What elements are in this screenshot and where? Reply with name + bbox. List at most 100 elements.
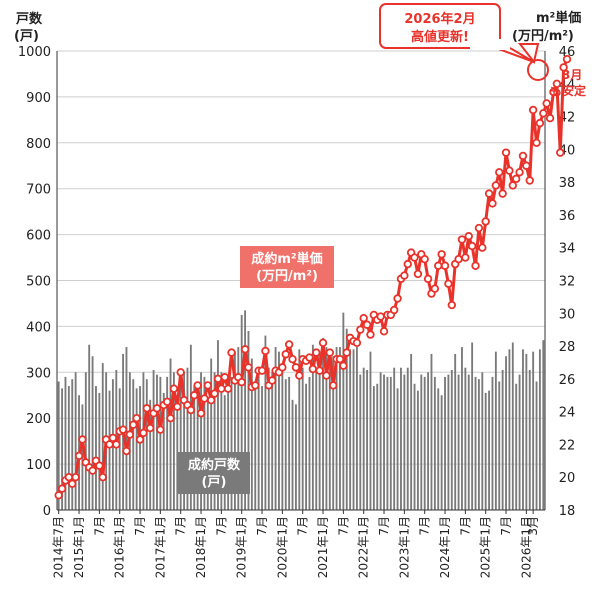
bar-series-label-line1: 成約戸数 (188, 457, 241, 473)
price-point (203, 381, 213, 390)
volume-bars (57, 310, 545, 511)
price-point (257, 366, 267, 375)
volume-bar (288, 376, 291, 510)
price-point (173, 402, 182, 411)
price-point (430, 284, 440, 293)
price-point (491, 181, 501, 190)
volume-bar (515, 383, 518, 510)
volume-bar (372, 386, 375, 510)
x-tick-label: 7月 (336, 516, 350, 536)
volume-bar (200, 372, 202, 510)
price-point (112, 440, 121, 449)
volume-bar (247, 330, 250, 510)
volume-bar (132, 379, 135, 510)
volume-bar (481, 372, 484, 510)
volume-bar (135, 388, 138, 510)
price-point (508, 181, 518, 190)
volume-bar (281, 363, 284, 510)
price-point (196, 409, 206, 418)
price-point (169, 384, 179, 393)
bar-series-label-line2: (戸) (202, 475, 227, 490)
price-point (552, 79, 562, 88)
price-point (518, 151, 528, 161)
volume-bar (366, 370, 369, 510)
price-point (88, 466, 97, 475)
volume-bar (139, 386, 141, 510)
price-point (267, 376, 277, 385)
volume-bar (169, 358, 172, 510)
price-point (474, 223, 484, 233)
x-tick-label: 2020年1月 (275, 516, 289, 578)
volume-bar (542, 340, 545, 510)
volume-bar (220, 372, 223, 510)
price-point (454, 254, 463, 264)
price-point (440, 261, 450, 270)
price-point (481, 217, 490, 226)
volume-bar (274, 347, 277, 510)
side-note-line1: 3月 (562, 68, 582, 82)
volume-bar (176, 395, 179, 510)
price-point (501, 148, 511, 157)
price-point (312, 348, 321, 357)
x-tick-label: 7月 (214, 516, 228, 536)
price-point (467, 241, 477, 251)
volume-bar (376, 383, 379, 510)
price-point (528, 105, 538, 115)
price-point (434, 261, 443, 270)
volume-bar (166, 376, 169, 510)
volume-bar (233, 351, 236, 510)
volume-bar (183, 372, 186, 510)
volume-bar (118, 388, 121, 510)
volume-bar (257, 374, 260, 510)
price-point (98, 473, 107, 482)
price-point (213, 374, 223, 384)
volume-bar (355, 347, 358, 510)
axis-frame (56, 51, 546, 511)
volume-bar (159, 376, 162, 510)
price-point (400, 271, 409, 280)
volume-bar (162, 392, 165, 510)
left-tick-label: 800 (26, 137, 51, 152)
volume-bar (389, 376, 392, 510)
volume-bar (145, 379, 148, 510)
price-point (461, 253, 470, 262)
x-tick-label: 7月 (174, 516, 188, 536)
left-tick-label: 0 (43, 504, 51, 519)
highlight-ring (527, 59, 549, 81)
volume-bar (488, 390, 491, 510)
volume-bar (193, 386, 196, 510)
volume-bar (328, 351, 331, 510)
volume-bar (447, 374, 450, 510)
volume-bar (416, 390, 419, 510)
price-point (240, 345, 250, 354)
price-point (278, 363, 287, 372)
price-point (393, 294, 402, 303)
volume-bar (477, 379, 480, 510)
volume-bar (156, 374, 158, 510)
price-point (132, 414, 141, 423)
x-tick-label: 2014年7月 (52, 516, 66, 578)
price-point (362, 320, 372, 329)
left-axis-ticks: 0 100 200 300 400 500 600 700 800 900 1000 (18, 45, 51, 519)
volume-bar (444, 376, 446, 510)
x-tick-label: 7月 (255, 516, 269, 536)
price-point (118, 425, 128, 434)
price-point (145, 423, 155, 433)
volume-bar (342, 312, 345, 510)
volume-bar (522, 349, 524, 510)
x-tick-label: 2021年1月 (316, 516, 330, 578)
x-tick-label: 2017年1月 (153, 516, 167, 578)
right-tick-label: 46 (559, 45, 576, 60)
price-point (125, 430, 135, 439)
price-point (288, 354, 297, 364)
left-tick-label: 200 (26, 412, 51, 427)
price-point (444, 279, 453, 288)
price-point (295, 371, 304, 380)
volume-bar (108, 390, 111, 510)
volume-bar (332, 356, 335, 510)
price-point (162, 397, 172, 407)
price-point (54, 491, 63, 500)
volume-bar (349, 349, 352, 510)
volume-bar (240, 314, 243, 510)
side-note-line2: も安定 (550, 83, 586, 98)
